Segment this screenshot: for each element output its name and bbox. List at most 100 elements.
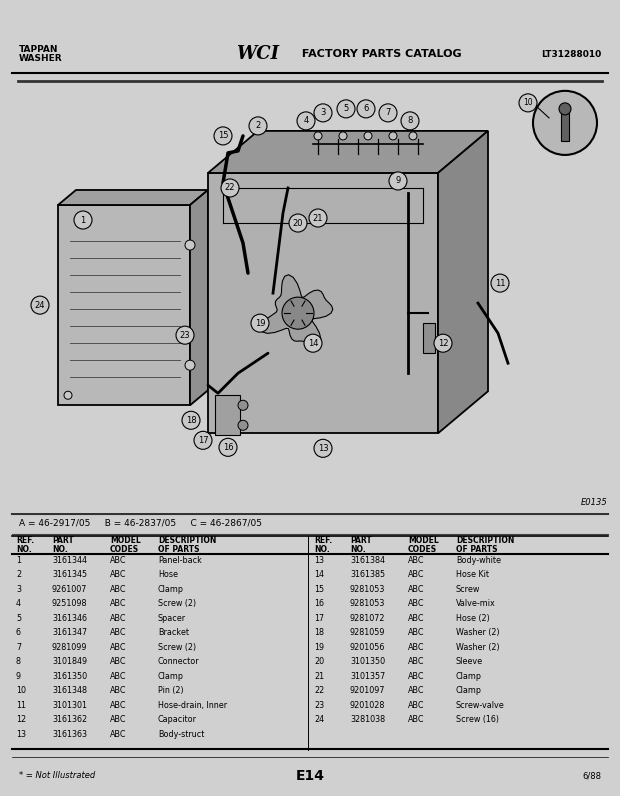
Text: 3161346: 3161346 <box>52 614 87 622</box>
Circle shape <box>214 127 232 145</box>
Text: 9261007: 9261007 <box>52 584 87 594</box>
Text: PART
NO.: PART NO. <box>52 536 74 555</box>
Text: 6: 6 <box>16 628 21 637</box>
Text: DESCRIPTION
OF PARTS: DESCRIPTION OF PARTS <box>456 536 515 555</box>
Text: 3161385: 3161385 <box>350 570 385 579</box>
Text: ABC: ABC <box>408 556 425 564</box>
Text: 22: 22 <box>224 183 235 193</box>
Text: Pin (2): Pin (2) <box>158 686 184 695</box>
Text: 9201028: 9201028 <box>350 700 386 710</box>
Text: 3: 3 <box>16 584 21 594</box>
Circle shape <box>339 132 347 140</box>
Text: Clamp: Clamp <box>456 672 482 681</box>
Text: ABC: ABC <box>110 570 126 579</box>
Text: 2: 2 <box>16 570 21 579</box>
Text: 3161347: 3161347 <box>52 628 87 637</box>
Text: ABC: ABC <box>408 614 425 622</box>
Polygon shape <box>208 131 488 173</box>
Circle shape <box>364 132 372 140</box>
Circle shape <box>357 100 375 118</box>
Text: ABC: ABC <box>110 700 126 710</box>
Text: 3161345: 3161345 <box>52 570 87 579</box>
Text: 2: 2 <box>255 122 260 131</box>
Text: ABC: ABC <box>110 628 126 637</box>
Text: 21: 21 <box>314 672 324 681</box>
Text: Sleeve: Sleeve <box>456 657 483 666</box>
Circle shape <box>219 439 237 456</box>
Circle shape <box>289 214 307 232</box>
Circle shape <box>185 361 195 370</box>
Text: MODEL
CODES: MODEL CODES <box>408 536 439 555</box>
Text: ABC: ABC <box>408 700 425 710</box>
Text: 3161363: 3161363 <box>52 730 87 739</box>
Text: 20: 20 <box>293 219 303 228</box>
Text: Screw (16): Screw (16) <box>456 715 499 724</box>
Text: DESCRIPTION
OF PARTS: DESCRIPTION OF PARTS <box>158 536 216 555</box>
Circle shape <box>314 439 332 458</box>
Text: 13: 13 <box>16 730 26 739</box>
Polygon shape <box>58 190 208 205</box>
Polygon shape <box>190 190 208 405</box>
Polygon shape <box>58 205 190 405</box>
Circle shape <box>221 179 239 197</box>
Text: ABC: ABC <box>408 599 425 608</box>
Text: 10: 10 <box>523 99 533 107</box>
Text: Bracket: Bracket <box>158 628 189 637</box>
Text: ABC: ABC <box>408 628 425 637</box>
Text: Screw (2): Screw (2) <box>158 599 196 608</box>
Text: Panel-back: Panel-back <box>158 556 202 564</box>
Text: 3161348: 3161348 <box>52 686 87 695</box>
Text: 3101849: 3101849 <box>52 657 87 666</box>
Text: Washer (2): Washer (2) <box>456 642 500 652</box>
Bar <box>215 396 240 435</box>
Text: 15: 15 <box>218 131 228 140</box>
Text: PART
NO.: PART NO. <box>350 536 372 555</box>
Circle shape <box>249 117 267 135</box>
Circle shape <box>314 132 322 140</box>
Text: Screw-valve: Screw-valve <box>456 700 505 710</box>
Text: 21: 21 <box>312 213 323 223</box>
Text: 7: 7 <box>385 108 391 117</box>
Circle shape <box>182 412 200 429</box>
Bar <box>423 323 435 353</box>
Text: 14: 14 <box>308 338 318 348</box>
Text: 9281053: 9281053 <box>350 599 386 608</box>
Text: LT31288010: LT31288010 <box>541 49 601 59</box>
Circle shape <box>337 100 355 118</box>
Circle shape <box>31 296 49 314</box>
Polygon shape <box>208 173 438 433</box>
Circle shape <box>238 420 248 431</box>
Text: 9281059: 9281059 <box>350 628 386 637</box>
Text: 12: 12 <box>16 715 26 724</box>
Text: ABC: ABC <box>110 715 126 724</box>
Text: 3101357: 3101357 <box>350 672 385 681</box>
Text: 9281053: 9281053 <box>350 584 386 594</box>
Text: FACTORY PARTS CATALOG: FACTORY PARTS CATALOG <box>298 49 461 59</box>
Circle shape <box>238 400 248 410</box>
Text: 17: 17 <box>314 614 324 622</box>
Circle shape <box>194 431 212 449</box>
Circle shape <box>64 392 72 400</box>
Text: Clamp: Clamp <box>158 672 184 681</box>
Circle shape <box>409 132 417 140</box>
Text: ABC: ABC <box>110 599 126 608</box>
Text: 16: 16 <box>223 443 233 452</box>
Text: 9251098: 9251098 <box>52 599 87 608</box>
Text: Valve-mix: Valve-mix <box>456 599 496 608</box>
Text: 13: 13 <box>314 556 324 564</box>
Circle shape <box>304 334 322 352</box>
Text: 9201097: 9201097 <box>350 686 386 695</box>
Text: WASHER: WASHER <box>19 54 62 63</box>
Text: ABC: ABC <box>110 556 126 564</box>
Circle shape <box>282 297 314 330</box>
Text: 6/88: 6/88 <box>582 771 601 780</box>
Text: 14: 14 <box>314 570 324 579</box>
Text: E14: E14 <box>296 769 324 783</box>
Circle shape <box>297 112 315 130</box>
Text: Clamp: Clamp <box>158 584 184 594</box>
Text: Connector: Connector <box>158 657 200 666</box>
Text: ABC: ABC <box>110 672 126 681</box>
Text: MODEL
CODES: MODEL CODES <box>110 536 141 555</box>
Text: 20: 20 <box>314 657 324 666</box>
Text: 19: 19 <box>255 318 265 328</box>
